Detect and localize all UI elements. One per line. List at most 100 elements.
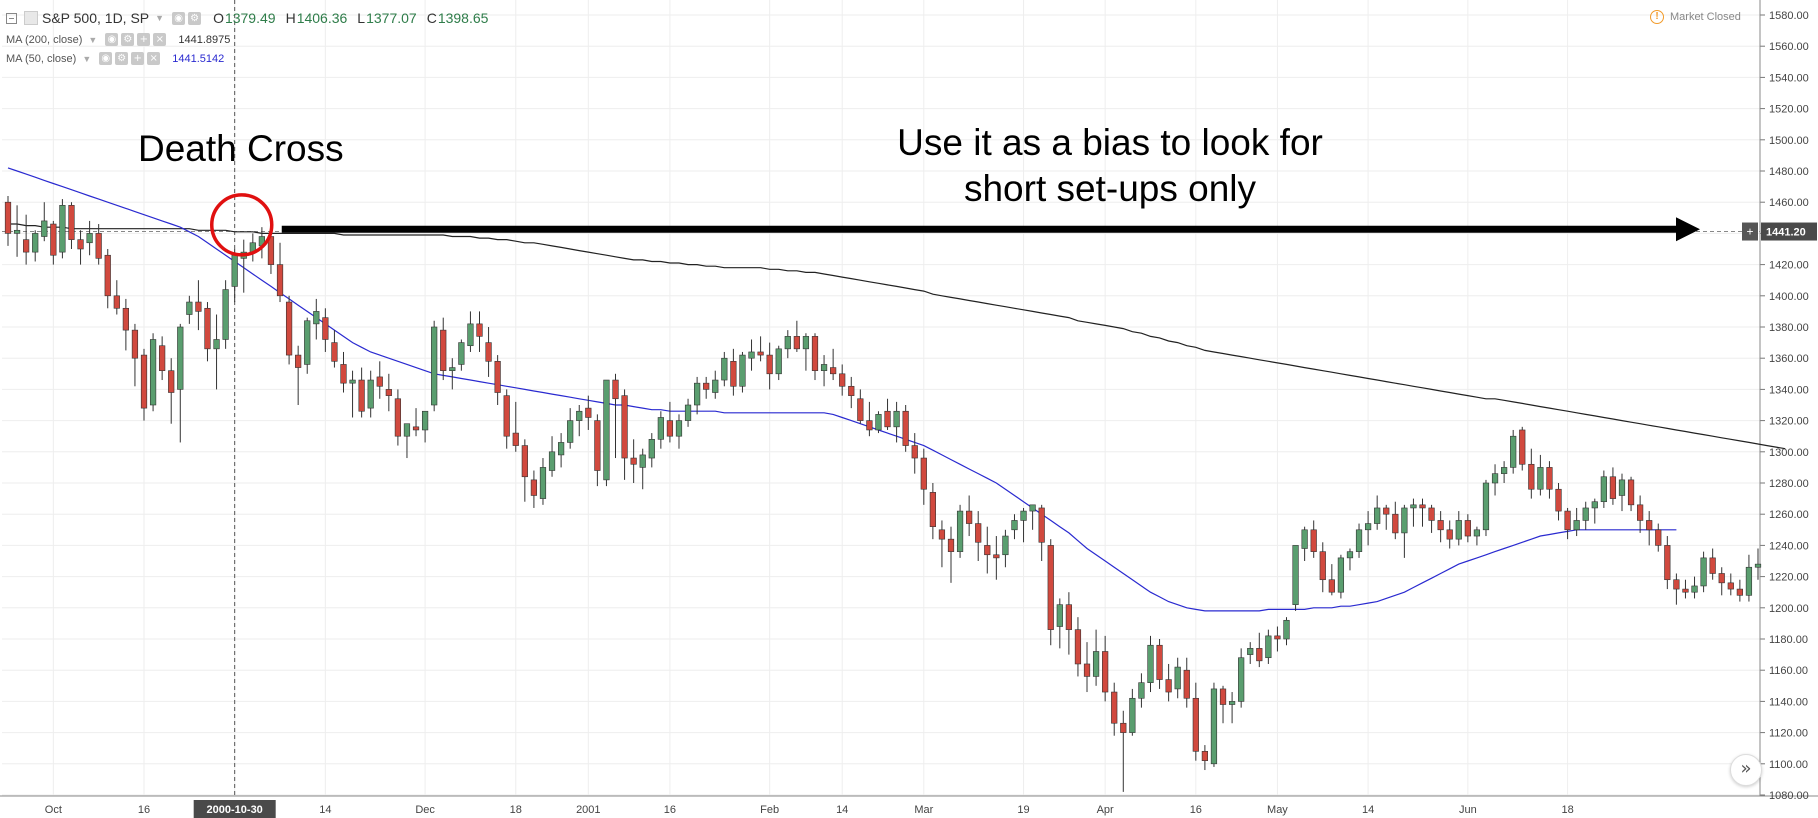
candle[interactable] (1627, 476, 1635, 512)
candle[interactable] (1310, 520, 1317, 558)
candle[interactable] (1147, 635, 1154, 693)
candle[interactable] (666, 401, 674, 443)
candle[interactable] (1228, 692, 1236, 724)
candle[interactable] (1537, 454, 1544, 496)
candle[interactable] (1328, 564, 1335, 596)
candle[interactable] (947, 526, 955, 583)
candle[interactable] (1092, 629, 1100, 686)
candle[interactable] (703, 376, 710, 399)
candle[interactable] (1573, 507, 1580, 537)
candle[interactable] (902, 405, 909, 452)
candle[interactable] (721, 351, 728, 387)
candle[interactable] (839, 364, 846, 396)
candle[interactable] (1446, 520, 1453, 549)
candle[interactable] (122, 298, 129, 351)
candle[interactable] (1401, 504, 1408, 558)
candle[interactable] (1102, 635, 1109, 702)
candle[interactable] (630, 439, 637, 483)
candle[interactable] (331, 330, 338, 368)
candle[interactable] (766, 342, 773, 390)
chevron-down-icon[interactable]: ▼ (88, 34, 98, 45)
candle[interactable] (140, 348, 148, 421)
candle[interactable] (1383, 504, 1390, 530)
candle[interactable] (521, 439, 528, 502)
candle[interactable] (1120, 710, 1127, 792)
candle[interactable] (1201, 745, 1209, 771)
candle[interactable] (86, 220, 93, 256)
indicator-label-ma50[interactable]: MA (50, close) (6, 52, 77, 65)
candle[interactable] (1646, 511, 1653, 546)
symbol-name[interactable]: S&P 500, 1D, SP (42, 10, 150, 26)
candle[interactable] (1510, 429, 1517, 474)
candle[interactable] (249, 233, 256, 262)
candle[interactable] (149, 333, 157, 412)
candle[interactable] (911, 433, 918, 474)
candle[interactable] (585, 395, 592, 430)
candle[interactable] (322, 308, 329, 352)
candle[interactable] (966, 495, 973, 537)
candle[interactable] (1219, 685, 1227, 724)
settings-icon[interactable]: ⚙ (188, 11, 202, 25)
candle[interactable] (1083, 642, 1091, 693)
candle[interactable] (993, 536, 1000, 580)
candle[interactable] (1020, 507, 1027, 543)
candle[interactable] (548, 436, 556, 477)
candle[interactable] (1609, 467, 1617, 505)
candle[interactable] (1455, 511, 1462, 546)
candle[interactable] (23, 214, 30, 265)
candle[interactable] (1591, 498, 1598, 524)
candle[interactable] (68, 202, 75, 249)
candle[interactable] (920, 448, 927, 505)
candle[interactable] (603, 379, 610, 487)
candle[interactable] (1129, 688, 1136, 736)
candle[interactable] (376, 361, 383, 399)
candle[interactable] (848, 376, 855, 409)
candle[interactable] (639, 448, 646, 490)
candle[interactable] (1074, 617, 1082, 677)
candle[interactable] (530, 470, 538, 508)
candle[interactable] (1038, 504, 1045, 561)
candle[interactable] (349, 370, 356, 418)
candle[interactable] (1519, 426, 1526, 471)
candle[interactable] (621, 389, 628, 480)
candle[interactable] (412, 408, 420, 437)
candle[interactable] (802, 333, 810, 371)
candle[interactable] (1002, 529, 1009, 568)
candle[interactable] (612, 373, 619, 459)
candle[interactable] (512, 401, 519, 452)
chevron-down-icon[interactable]: ▼ (155, 13, 165, 23)
candle[interactable] (1727, 573, 1734, 596)
candle[interactable] (1555, 483, 1562, 521)
candle[interactable] (1745, 554, 1753, 602)
candle[interactable] (467, 311, 474, 352)
candle[interactable] (168, 358, 175, 424)
candle[interactable] (1111, 682, 1118, 736)
candle[interactable] (1274, 626, 1281, 652)
candle[interactable] (675, 414, 683, 449)
candle[interactable] (494, 355, 501, 405)
candle[interactable] (730, 348, 737, 396)
candle[interactable] (1265, 629, 1272, 664)
candle[interactable] (1174, 657, 1181, 699)
candle[interactable] (784, 330, 791, 359)
candle[interactable] (1247, 642, 1254, 664)
indicator-label-ma200[interactable]: MA (200, close) (6, 33, 83, 46)
candle[interactable] (1029, 504, 1036, 530)
eye-icon[interactable]: ◉ (99, 52, 113, 65)
collapse-icon[interactable] (6, 12, 17, 24)
candle[interactable] (104, 249, 111, 309)
candle[interactable] (1392, 501, 1399, 540)
candle[interactable] (59, 199, 66, 259)
candle[interactable] (657, 411, 664, 449)
candle[interactable] (285, 295, 293, 365)
candle[interactable] (830, 348, 837, 381)
candle[interactable] (648, 433, 655, 468)
candle[interactable] (857, 389, 864, 424)
candle[interactable] (1183, 657, 1190, 708)
candle[interactable] (485, 327, 492, 377)
candle[interactable] (1482, 479, 1490, 537)
candle[interactable] (1238, 648, 1245, 708)
candle[interactable] (32, 230, 39, 262)
add-icon[interactable]: + (131, 52, 145, 65)
